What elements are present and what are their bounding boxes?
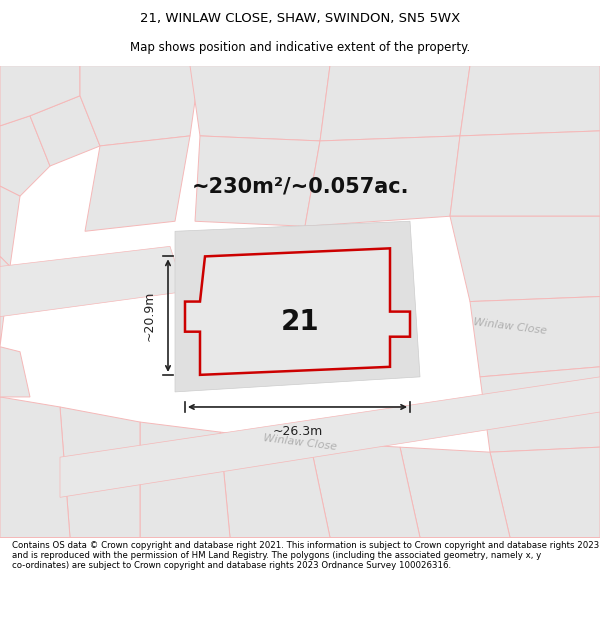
Polygon shape (85, 136, 190, 231)
Polygon shape (0, 256, 10, 347)
Text: ~26.3m: ~26.3m (272, 425, 323, 438)
Polygon shape (0, 186, 20, 266)
Text: ~230m²/~0.057ac.: ~230m²/~0.057ac. (191, 176, 409, 196)
Polygon shape (320, 66, 470, 141)
Polygon shape (0, 347, 30, 397)
Text: 21: 21 (281, 308, 319, 336)
Polygon shape (470, 296, 600, 377)
Polygon shape (190, 66, 330, 141)
Polygon shape (80, 66, 200, 146)
Polygon shape (0, 397, 70, 538)
Polygon shape (175, 221, 420, 392)
Text: ~20.9m: ~20.9m (143, 291, 156, 341)
Polygon shape (450, 216, 600, 301)
Text: 21, WINLAW CLOSE, SHAW, SWINDON, SN5 5WX: 21, WINLAW CLOSE, SHAW, SWINDON, SN5 5WX (140, 12, 460, 25)
Polygon shape (0, 246, 185, 317)
Text: Winlaw Close: Winlaw Close (263, 432, 337, 452)
Text: Map shows position and indicative extent of the property.: Map shows position and indicative extent… (130, 41, 470, 54)
Polygon shape (310, 442, 420, 538)
Text: Contains OS data © Crown copyright and database right 2021. This information is : Contains OS data © Crown copyright and d… (12, 541, 599, 571)
Polygon shape (220, 432, 330, 538)
Polygon shape (140, 422, 230, 538)
Polygon shape (195, 136, 320, 226)
Polygon shape (185, 248, 410, 375)
Polygon shape (0, 66, 80, 126)
Text: Winlaw Close: Winlaw Close (473, 318, 547, 336)
Polygon shape (60, 407, 140, 538)
Polygon shape (480, 367, 600, 452)
Polygon shape (305, 136, 460, 226)
Polygon shape (460, 66, 600, 136)
Polygon shape (400, 447, 510, 538)
Polygon shape (450, 131, 600, 216)
Polygon shape (490, 447, 600, 538)
Polygon shape (0, 116, 50, 196)
Polygon shape (60, 377, 600, 498)
Polygon shape (30, 96, 100, 166)
